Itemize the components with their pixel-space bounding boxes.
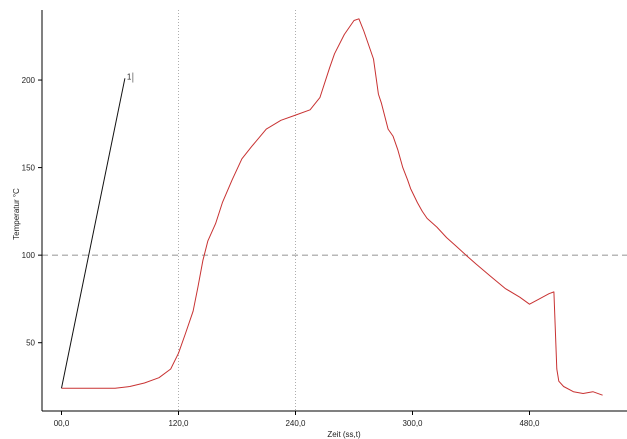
- reference-lines: [42, 10, 627, 411]
- y-tick-label: 200: [22, 76, 36, 85]
- reference-ramp-line: [61, 78, 126, 389]
- y-tick-label: 150: [22, 164, 36, 173]
- y-axis-title: Temperatur °C: [12, 188, 21, 240]
- x-tick-label: 00,0: [54, 419, 70, 428]
- x-tick-label: 300,0: [402, 419, 423, 428]
- annotations: 1: [127, 72, 134, 83]
- line-label: 1: [127, 73, 132, 82]
- x-tick-label: 480,0: [519, 419, 540, 428]
- y-tick-label: 100: [22, 251, 36, 260]
- temperature-curve: [61, 18, 603, 396]
- x-tick-label: 120,0: [168, 419, 189, 428]
- axes: [41, 10, 627, 412]
- series-lines: [61, 18, 603, 396]
- ticks: 00,0 120,0 240,0 300,0 480,0 50 100 150 200: [22, 76, 540, 428]
- x-axis-title: Zeit (ss,t): [327, 430, 361, 439]
- x-tick-label: 240,0: [285, 419, 306, 428]
- y-tick-label: 50: [26, 339, 35, 348]
